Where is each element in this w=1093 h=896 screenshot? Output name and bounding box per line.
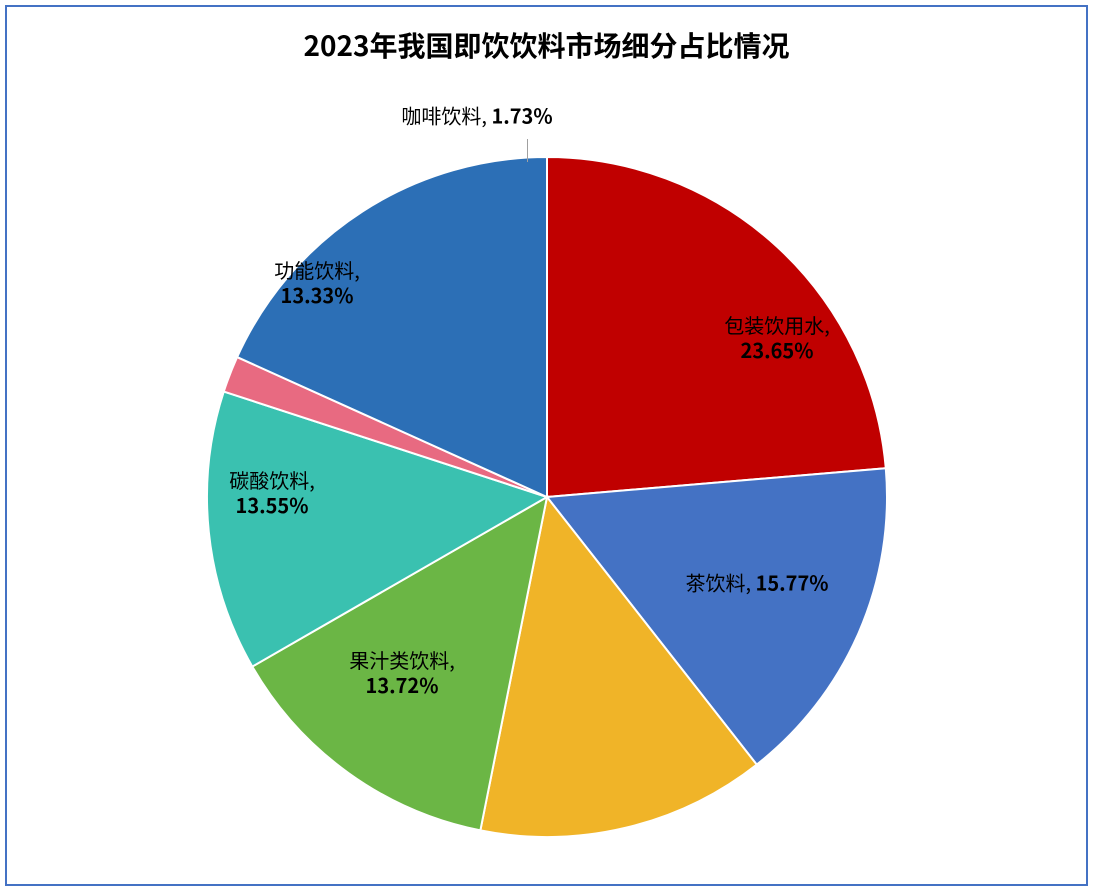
pie-slice-0 — [547, 157, 886, 497]
slice-label-0: 包装饮用水,23.65% — [724, 312, 830, 362]
slice-value: 15.77% — [756, 568, 829, 597]
slice-label-5: 咖啡饮料, 1.73% — [401, 103, 552, 128]
slice-label-4: 功能饮料,13.33% — [274, 257, 360, 307]
slice-value: 1.73% — [491, 101, 552, 130]
chart-frame: 2023年我国即饮饮料市场细分占比情况 包装饮用水,23.65% 茶饮料, 15.… — [5, 5, 1088, 886]
slice-label-2: 果汁类饮料,13.72% — [349, 647, 455, 697]
slice-label-3: 碳酸饮料,13.55% — [229, 467, 315, 517]
leader-line-5 — [527, 139, 528, 162]
slice-name: 咖啡饮料, — [401, 101, 491, 130]
slice-label-1: 茶饮料, 15.77% — [685, 570, 828, 595]
chart-title: 2023年我国即饮饮料市场细分占比情况 — [7, 25, 1086, 65]
slice-value: 13.72% — [366, 670, 439, 699]
slice-name: 茶饮料, — [685, 568, 755, 597]
slice-value: 23.65% — [741, 335, 814, 364]
slice-value: 13.55% — [236, 490, 309, 519]
slice-value: 13.33% — [281, 280, 354, 309]
